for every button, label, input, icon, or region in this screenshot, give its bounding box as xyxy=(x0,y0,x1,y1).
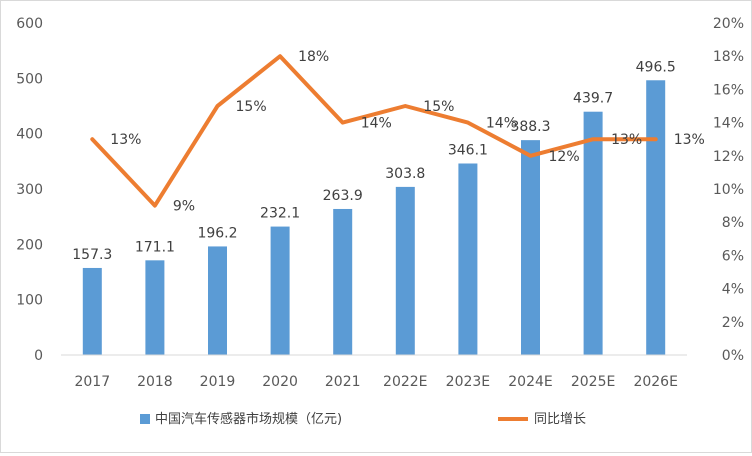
left-tick-label: 300 xyxy=(16,182,43,198)
bar xyxy=(521,140,540,355)
left-tick-label: 200 xyxy=(16,237,43,253)
right-tick-label: 8% xyxy=(722,215,744,231)
bar xyxy=(83,268,102,355)
line-data-label: 9% xyxy=(173,199,195,215)
line-data-label: 13% xyxy=(674,132,705,148)
legend-label-line: 同比增长 xyxy=(534,412,586,427)
line-data-label: 15% xyxy=(236,99,267,115)
line-data-label: 14% xyxy=(486,116,517,132)
x-tick-label: 2022E xyxy=(383,374,427,390)
left-tick-label: 600 xyxy=(16,16,43,32)
bar xyxy=(458,163,477,355)
legend-swatch-bar xyxy=(140,414,150,424)
right-tick-label: 2% xyxy=(722,315,744,331)
right-tick-label: 14% xyxy=(713,116,744,132)
bar xyxy=(396,187,415,355)
line-data-label: 14% xyxy=(361,116,392,132)
x-tick-label: 2025E xyxy=(571,374,615,390)
line-data-label: 13% xyxy=(611,132,642,148)
right-axis-ticks: 0% 2% 4% 6% 8% 10% 12% 14% 16% 18% 20% xyxy=(713,16,744,364)
x-tick-label: 2023E xyxy=(446,374,490,390)
bar xyxy=(584,112,603,355)
line-data-label: 15% xyxy=(423,99,454,115)
x-tick-label: 2018 xyxy=(137,374,173,390)
legend-label-bar: 中国汽车传感器市场规模（亿元) xyxy=(155,411,342,427)
bar xyxy=(333,209,352,355)
right-tick-label: 12% xyxy=(713,149,744,165)
left-tick-label: 400 xyxy=(16,127,43,143)
bar-data-label: 196.2 xyxy=(197,225,237,241)
x-tick-label: 2021 xyxy=(325,374,361,390)
bar xyxy=(145,260,164,355)
right-tick-label: 18% xyxy=(713,49,744,65)
line-data-label: 13% xyxy=(110,132,141,148)
x-tick-label: 2024E xyxy=(508,374,552,390)
legend: 中国汽车传感器市场规模（亿元) 同比增长 xyxy=(140,411,586,427)
bar-data-label: 157.3 xyxy=(72,247,112,263)
right-tick-label: 10% xyxy=(713,182,744,198)
x-axis-ticks: 2017 2018 2019 2020 2021 2022E 2023E 2024E 2025E… xyxy=(74,374,677,390)
x-tick-label: 2019 xyxy=(200,374,236,390)
x-tick-label: 2026E xyxy=(633,374,677,390)
left-tick-label: 500 xyxy=(16,71,43,87)
left-axis-ticks: 0 100 200 300 400 500 600 xyxy=(16,16,43,364)
bar-data-label: 439.7 xyxy=(573,91,613,107)
left-tick-label: 0 xyxy=(34,348,43,364)
right-tick-label: 4% xyxy=(722,282,744,298)
bar-data-label: 496.5 xyxy=(636,59,676,75)
x-tick-label: 2017 xyxy=(74,374,110,390)
bar-data-label: 263.9 xyxy=(323,188,363,204)
bar-data-label: 346.1 xyxy=(448,142,488,158)
left-tick-label: 100 xyxy=(16,293,43,309)
line-data-label: 18% xyxy=(298,49,329,65)
bar-data-label: 171.1 xyxy=(135,239,175,255)
right-tick-label: 0% xyxy=(722,348,744,364)
bar xyxy=(208,246,227,355)
right-tick-label: 6% xyxy=(722,248,744,264)
right-tick-label: 16% xyxy=(713,82,744,98)
x-tick-label: 2020 xyxy=(262,374,298,390)
bar-data-label: 303.8 xyxy=(385,166,425,182)
right-tick-label: 20% xyxy=(713,16,744,32)
bar xyxy=(271,227,290,355)
bar-data-label: 232.1 xyxy=(260,206,300,222)
bar xyxy=(646,80,665,355)
line-data-label: 12% xyxy=(549,149,580,165)
